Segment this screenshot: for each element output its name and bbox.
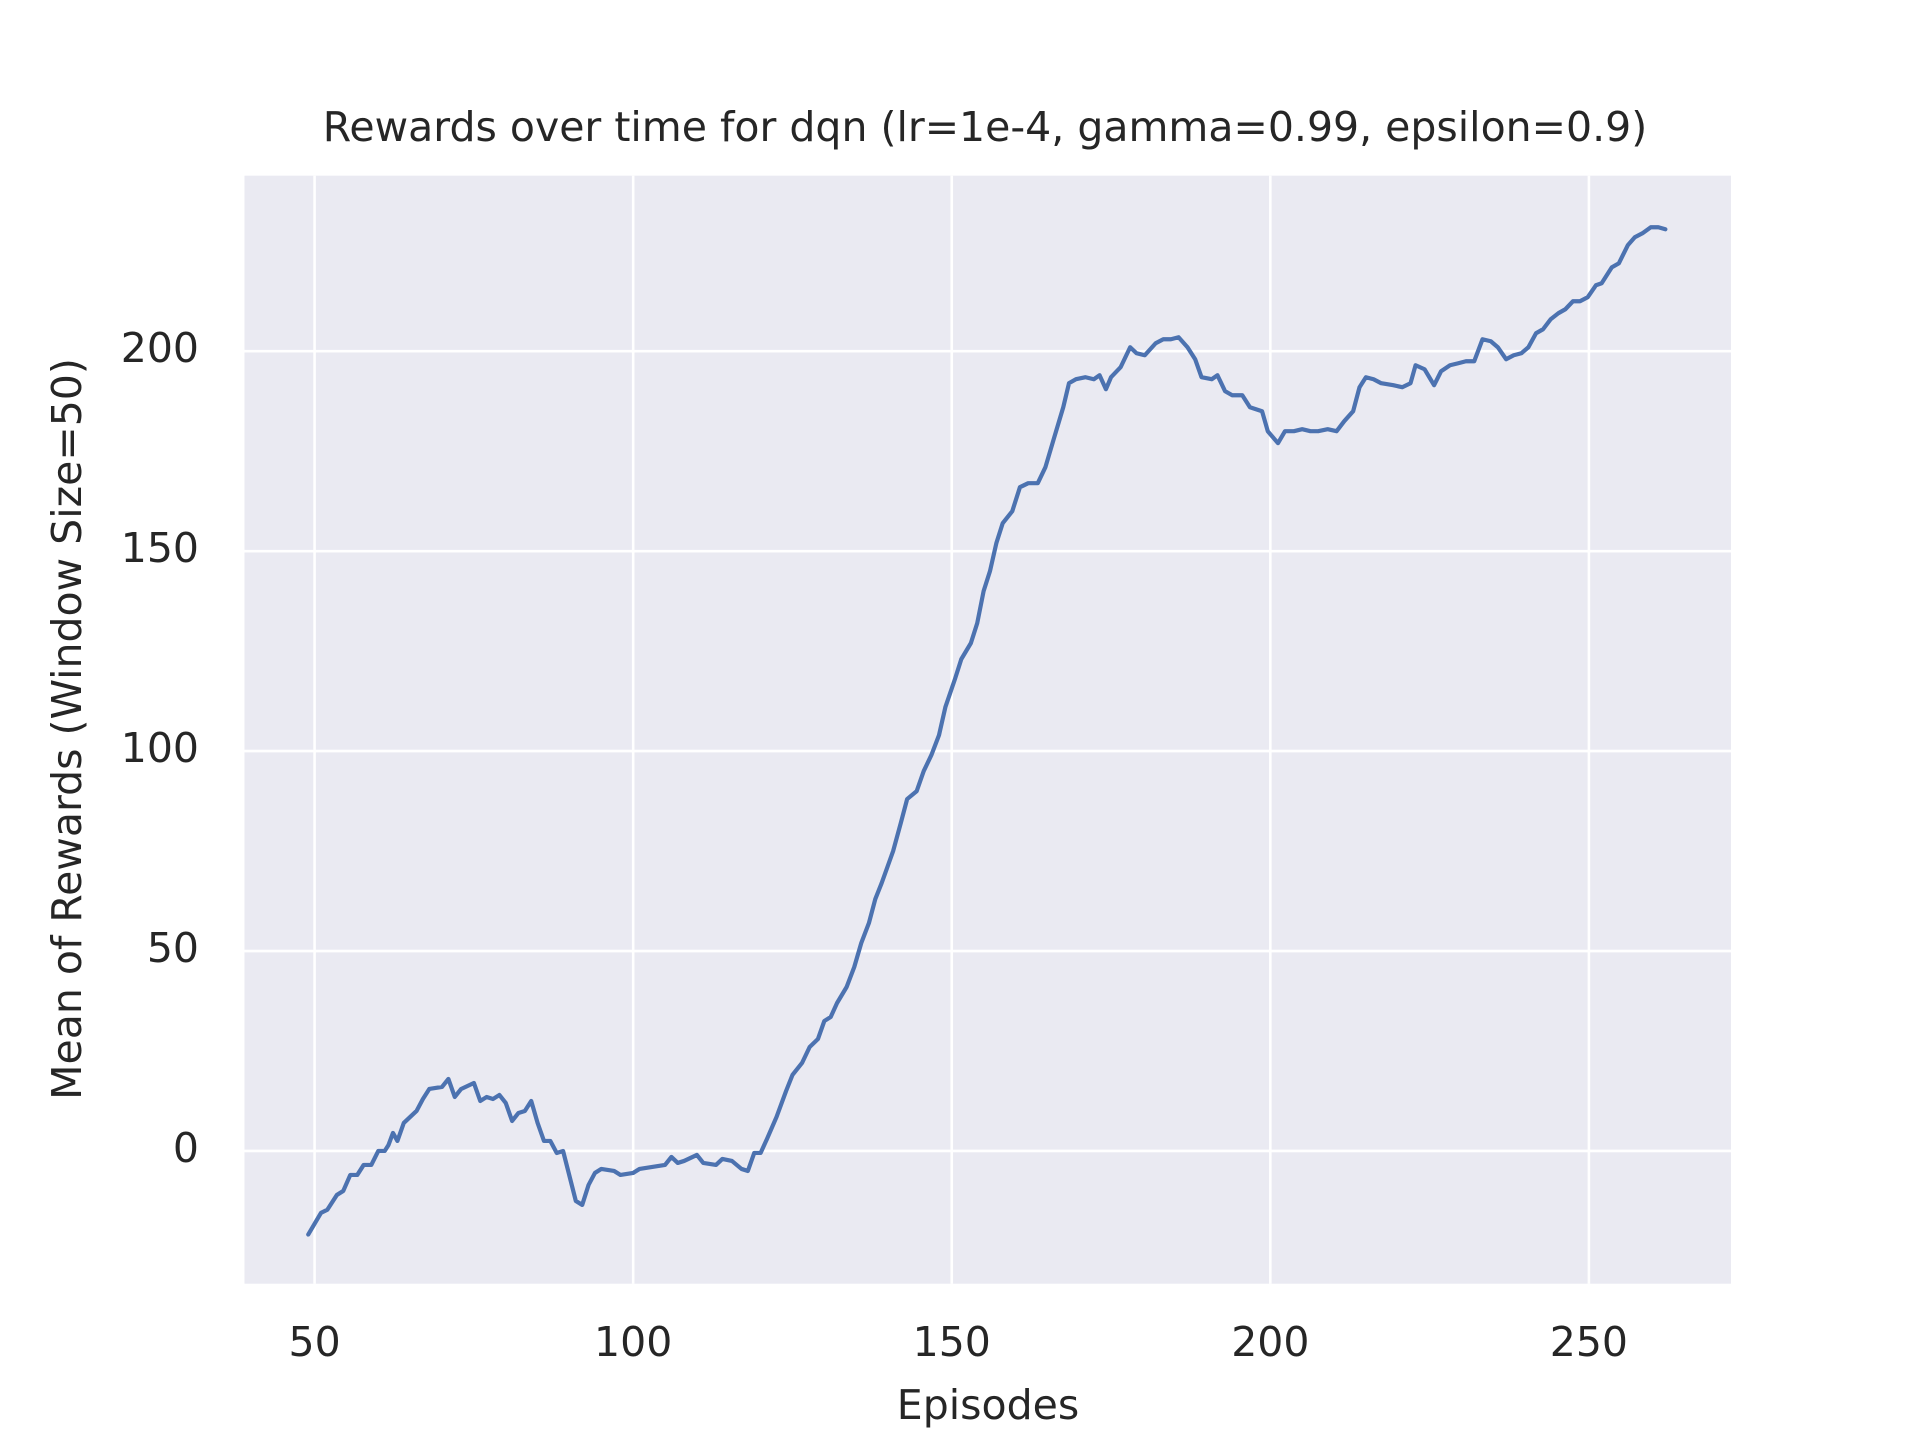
x-tick-label: 100 (594, 1318, 672, 1366)
y-tick-label: 50 (147, 924, 199, 972)
x-tick-label: 50 (289, 1318, 341, 1366)
x-tick-label: 200 (1231, 1318, 1309, 1366)
plot-background (244, 175, 1731, 1284)
y-axis-label: Mean of Rewards (Window Size=50) (43, 358, 91, 1100)
x-axis-label: Episodes (897, 1381, 1079, 1429)
y-tick-label: 100 (121, 724, 199, 772)
x-tick-label: 250 (1550, 1318, 1628, 1366)
data-line (306, 225, 1668, 1237)
y-tick-label: 200 (121, 324, 199, 372)
x-tick-label: 150 (913, 1318, 991, 1366)
y-tick-label: 150 (121, 524, 199, 572)
chart-title: Rewards over time for dqn (lr=1e-4, gamm… (323, 103, 1647, 151)
y-tick-label: 0 (173, 1124, 199, 1172)
